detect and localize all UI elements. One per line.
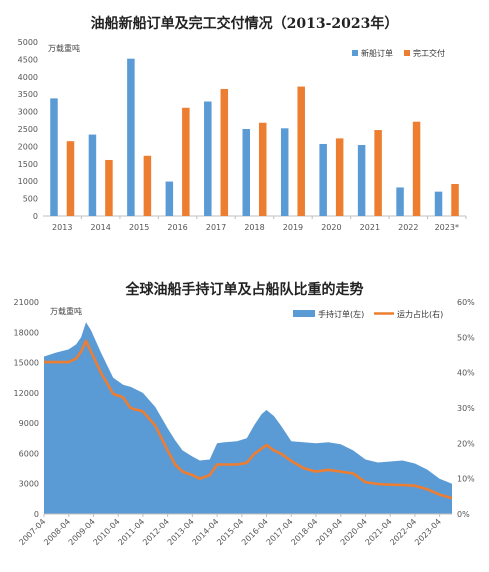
chart1-y-tick-label: 2000 bbox=[18, 142, 38, 151]
chart1-x-tick-label: 2014 bbox=[91, 223, 111, 232]
chart2-share-line bbox=[44, 339, 453, 500]
chart1-bar-deliveries bbox=[297, 86, 305, 216]
chart2-y-left-tick-label: 0 bbox=[34, 510, 39, 519]
chart1-x-tick-label: 2021 bbox=[360, 223, 380, 232]
chart1-legend-label: 新船订单 bbox=[361, 48, 393, 58]
chart1-bar-orders bbox=[357, 145, 366, 216]
chart2-title: 全球油船手持订单及占船队比重的走势 bbox=[125, 282, 364, 298]
chart2-y-left-tick-label: 21000 bbox=[14, 298, 39, 307]
chart1-y-tick-label: 5000 bbox=[18, 38, 38, 47]
chart1-y-tick-label: 4000 bbox=[18, 73, 38, 82]
chart1-bar-deliveries bbox=[182, 107, 190, 216]
chart1-bar-orders bbox=[434, 191, 443, 216]
chart1-x-tick-label: 2018 bbox=[244, 223, 264, 232]
chart2-y-right-tick-label: 60% bbox=[457, 298, 475, 307]
chart1-y-tick-label: 1000 bbox=[18, 177, 38, 186]
chart1-y-tick-label: 3500 bbox=[18, 90, 38, 99]
chart2-y-left-tick-label: 6000 bbox=[19, 449, 39, 458]
chart1-bar-deliveries bbox=[105, 159, 113, 216]
chart1-bar-orders bbox=[50, 98, 58, 216]
chart1-bar-orders bbox=[396, 187, 404, 216]
chart1-legend-label: 完工交付 bbox=[413, 48, 445, 58]
chart1-x-tick-label: 2016 bbox=[167, 223, 187, 232]
chart2-y-left-tick-label: 3000 bbox=[19, 480, 39, 489]
chart2-unit-label: 万载重吨 bbox=[50, 306, 82, 316]
chart2-y-right-tick-label: 40% bbox=[457, 369, 475, 378]
chart1-y-tick-label: 4500 bbox=[18, 55, 38, 64]
chart1-bar-deliveries bbox=[66, 141, 75, 216]
chart2-y-left-tick-label: 18000 bbox=[14, 328, 39, 337]
chart2-y-left-tick-label: 12000 bbox=[14, 389, 39, 398]
chart2-y-right-tick-label: 50% bbox=[457, 333, 475, 342]
chart2-legend-label: 手持订单(左) bbox=[318, 309, 364, 319]
chart2-y-right-tick-label: 0% bbox=[457, 510, 470, 519]
chart1-title: 油船新船订单及完工交付情况（2013-2023年） bbox=[90, 16, 399, 32]
chart1-bar-orders bbox=[319, 143, 327, 216]
chart1-legend-swatch bbox=[352, 50, 358, 56]
chart1-x-tick-label: 2017 bbox=[206, 223, 226, 232]
chart1-bar-deliveries bbox=[220, 88, 229, 216]
chart1-y-tick-label: 3000 bbox=[18, 108, 38, 117]
chart1-bar-orders bbox=[242, 129, 250, 216]
chart1-x-tick-label: 2022 bbox=[398, 223, 418, 232]
chart1-x-tick-label: 2020 bbox=[321, 223, 341, 232]
chart1-bar-orders bbox=[280, 128, 289, 216]
chart1-y-tick-label: 1500 bbox=[18, 160, 38, 169]
chart2-legend-swatch-area bbox=[293, 310, 315, 317]
chart2-y-left-tick-label: 9000 bbox=[19, 419, 39, 428]
chart2-y-right-tick-label: 10% bbox=[457, 475, 475, 484]
chart1-bar-deliveries bbox=[451, 183, 459, 216]
chart1-unit-label: 万载重吨 bbox=[48, 43, 80, 53]
chart1-y-tick-label: 500 bbox=[23, 195, 38, 204]
chart1-bar-deliveries bbox=[143, 155, 152, 216]
chart1-bar-orders bbox=[88, 134, 97, 216]
chart1-x-tick-label: 2013 bbox=[52, 223, 72, 232]
chart1-x-tick-label: 2015 bbox=[129, 223, 149, 232]
chart1-x-tick-label: 2019 bbox=[283, 223, 303, 232]
chart1-bar-orders bbox=[165, 181, 174, 216]
chart2-x-tick-label: 2023-04 bbox=[413, 517, 443, 547]
chart1-bar-orders bbox=[127, 58, 135, 217]
chart2-y-right-tick-label: 20% bbox=[457, 439, 475, 448]
chart2-legend-label: 运力占比(右) bbox=[397, 309, 443, 319]
chart2-y-right-tick-label: 30% bbox=[457, 404, 475, 413]
chart1-x-tick-label: 2023* bbox=[435, 223, 459, 232]
chart1-bar-deliveries bbox=[335, 138, 344, 216]
chart1-legend-swatch bbox=[404, 50, 410, 56]
chart1-bar-deliveries bbox=[374, 130, 382, 216]
chart1-bar-deliveries bbox=[412, 121, 421, 216]
chart2-orderbook-area bbox=[44, 322, 452, 514]
chart1-bar-orders bbox=[204, 101, 212, 216]
chart1-y-tick-label: 0 bbox=[33, 212, 38, 221]
chart1-bar-deliveries bbox=[259, 122, 267, 216]
chart1-y-tick-label: 2500 bbox=[18, 125, 38, 134]
chart2-y-left-tick-label: 15000 bbox=[14, 359, 39, 368]
